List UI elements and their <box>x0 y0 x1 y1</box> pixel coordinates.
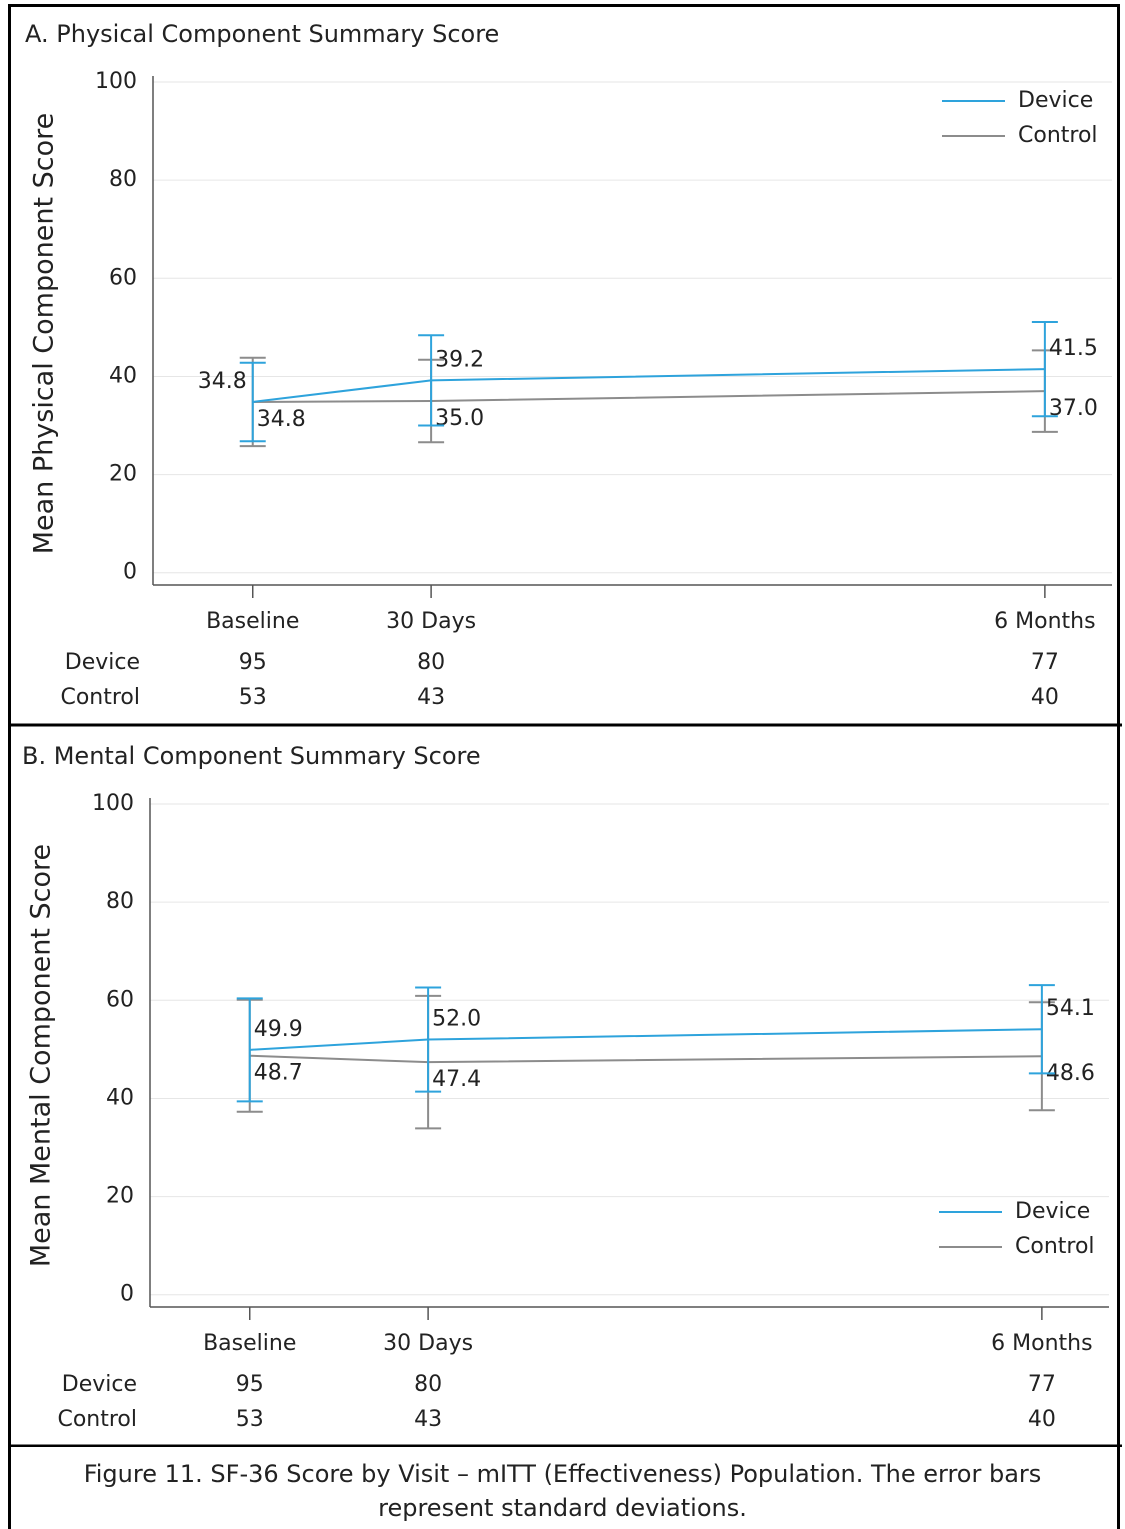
error-bar <box>418 334 445 427</box>
error-bar <box>1031 320 1058 418</box>
count-value: 53 <box>239 685 267 710</box>
series-line <box>252 390 1045 403</box>
figure-caption: Figure 11. SF-36 Score by Visit – mITT (… <box>83 1460 1042 1522</box>
count-value: 40 <box>1031 685 1059 710</box>
legend-label: Device <box>1015 1199 1090 1224</box>
error-bar <box>239 361 266 443</box>
series-line <box>249 1028 1042 1051</box>
data-label: 41.5 <box>1049 336 1098 361</box>
y-tick-label: 40 <box>106 1085 134 1110</box>
count-value: 53 <box>236 1407 264 1432</box>
panel: A. Physical Component Summary Score Mean … <box>25 20 1112 710</box>
panel: B. Mental Component Summary Score Mean Me… <box>22 742 1109 1432</box>
x-tick-label: 6 Months <box>991 1331 1092 1356</box>
panel-title: B. Mental Component Summary Score <box>22 742 481 770</box>
data-label: 39.2 <box>435 347 484 372</box>
y-tick-label: 0 <box>123 560 137 585</box>
x-tick-label: Baseline <box>203 1331 296 1356</box>
error-bar <box>415 986 442 1093</box>
legend-label: Control <box>1018 123 1098 148</box>
y-tick-label: 20 <box>106 1184 134 1209</box>
count-row-label: Control <box>60 685 140 710</box>
count-row-label: Control <box>57 1407 137 1432</box>
data-label: 34.8 <box>257 407 306 432</box>
y-axis-label: Mean Mental Component Score <box>26 844 57 1267</box>
x-tick-label: Baseline <box>206 609 299 634</box>
y-tick-label: 80 <box>109 167 137 192</box>
count-value: 43 <box>414 1407 442 1432</box>
data-label: 47.4 <box>432 1067 481 1092</box>
data-label: 54.1 <box>1046 996 1095 1021</box>
error-bar <box>236 997 263 1103</box>
data-label: 35.0 <box>435 406 484 431</box>
y-tick-label: 100 <box>95 69 137 94</box>
count-value: 80 <box>414 1372 442 1397</box>
y-tick-label: 0 <box>120 1282 134 1307</box>
legend-label: Device <box>1018 88 1093 113</box>
data-label: 37.0 <box>1049 396 1098 421</box>
count-row-label: Device <box>65 650 140 675</box>
data-label: 52.0 <box>432 1007 481 1032</box>
count-row-label: Device <box>62 1372 137 1397</box>
y-tick-label: 20 <box>109 462 137 487</box>
count-value: 80 <box>417 650 445 675</box>
count-value: 95 <box>236 1372 264 1397</box>
chart: A. Physical Component Summary Score Mean … <box>8 20 1122 1447</box>
x-tick-label: 30 Days <box>386 609 476 634</box>
y-tick-label: 60 <box>109 265 137 290</box>
data-label: 34.8 <box>198 369 247 394</box>
panel-title: A. Physical Component Summary Score <box>25 20 499 48</box>
data-label: 49.9 <box>254 1017 303 1042</box>
error-bar <box>1028 984 1055 1075</box>
series-line <box>249 1054 1042 1064</box>
count-value: 77 <box>1028 1372 1056 1397</box>
count-value: 95 <box>239 650 267 675</box>
x-tick-label: 6 Months <box>994 609 1095 634</box>
y-tick-label: 80 <box>106 889 134 914</box>
y-tick-label: 100 <box>92 791 134 816</box>
y-axis-label: Mean Physical Component Score <box>29 113 60 555</box>
legend-label: Control <box>1015 1234 1095 1259</box>
count-value: 77 <box>1031 650 1059 675</box>
count-value: 43 <box>417 685 445 710</box>
data-label: 48.7 <box>254 1061 303 1086</box>
count-value: 40 <box>1028 1407 1056 1432</box>
x-tick-label: 30 Days <box>383 1331 473 1356</box>
y-tick-label: 60 <box>106 987 134 1012</box>
y-tick-label: 40 <box>109 363 137 388</box>
frame <box>8 4 1120 1529</box>
